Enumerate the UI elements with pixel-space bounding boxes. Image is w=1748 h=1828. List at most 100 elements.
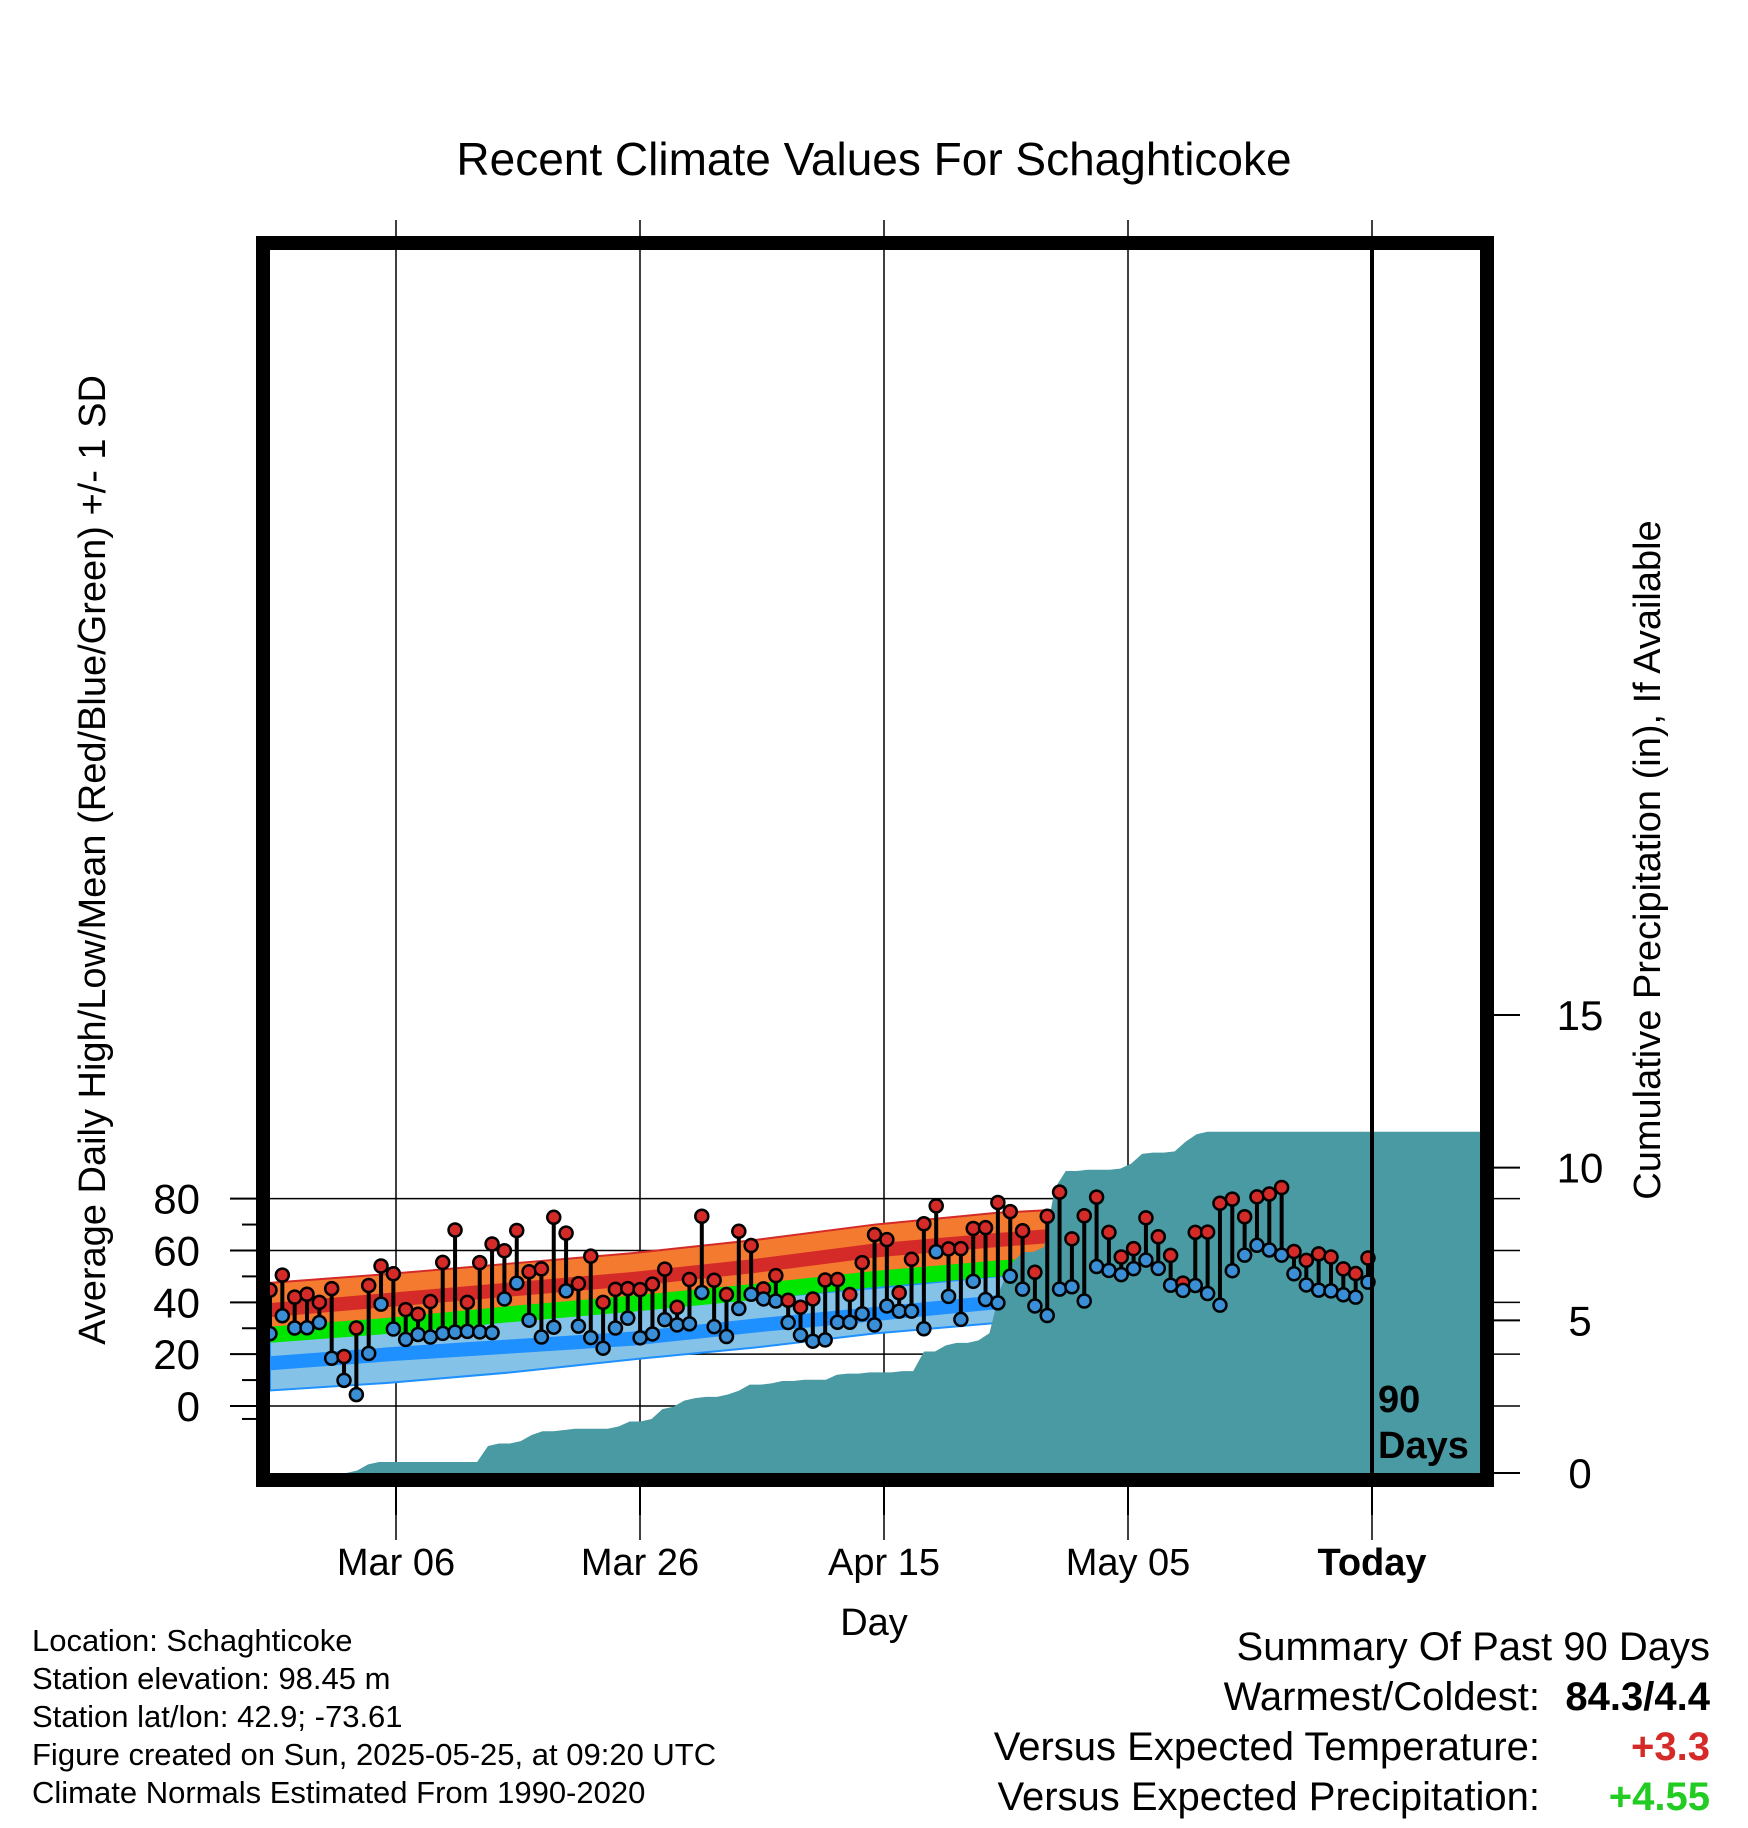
high-point <box>928 1198 944 1214</box>
x-tick-label: Mar 26 <box>581 1542 699 1584</box>
high-point <box>521 1263 537 1280</box>
high-point <box>1310 1246 1327 1262</box>
low-point <box>1051 1281 1068 1297</box>
high-point <box>274 1267 291 1283</box>
high-point <box>397 1301 414 1318</box>
high-point <box>1027 1264 1043 1281</box>
low-point <box>385 1321 402 1337</box>
high-point <box>1323 1249 1339 1265</box>
high-point <box>471 1254 488 1271</box>
y2-tick-label: 15 <box>1557 992 1604 1039</box>
low-point <box>546 1319 562 1335</box>
low-point <box>644 1326 661 1342</box>
high-point <box>1150 1228 1167 1245</box>
temp-value: +3.3 <box>1631 1725 1710 1769</box>
low-point <box>731 1300 747 1317</box>
low-point <box>866 1317 883 1333</box>
high-point <box>940 1241 957 1257</box>
high-point <box>595 1294 611 1311</box>
chart-title: Recent Climate Values For Schaghticoke <box>456 133 1291 185</box>
low-point <box>977 1291 994 1308</box>
low-point <box>336 1372 352 1389</box>
y-tick-label: 80 <box>153 1176 200 1223</box>
station-info: Location: Schaghticoke Station elevation… <box>32 1622 716 1812</box>
low-point <box>410 1326 426 1343</box>
low-point <box>879 1298 895 1314</box>
created-text: Figure created on Sun, 2025-05-25, at 09… <box>32 1737 717 1772</box>
high-point <box>792 1299 809 1315</box>
high-point <box>694 1208 710 1225</box>
high-point <box>1125 1240 1142 1257</box>
high-point <box>286 1289 303 1305</box>
low-point <box>1212 1297 1228 1313</box>
low-point <box>1175 1282 1191 1299</box>
low-point <box>1162 1277 1179 1293</box>
high-point <box>508 1222 525 1239</box>
high-point <box>348 1320 365 1336</box>
high-point <box>323 1280 340 1297</box>
high-point <box>607 1281 624 1298</box>
high-point <box>373 1258 389 1274</box>
high-point <box>1249 1189 1265 1205</box>
low-point <box>1076 1293 1092 1309</box>
low-point <box>854 1305 870 1322</box>
high-point <box>422 1293 439 1310</box>
low-point <box>1125 1260 1142 1277</box>
precip-label: Versus Expected Precipitation: <box>997 1775 1540 1819</box>
location-text: Location: Schaghticoke <box>32 1623 353 1658</box>
high-point <box>546 1209 562 1226</box>
low-point <box>1261 1242 1278 1258</box>
low-point <box>348 1386 365 1403</box>
low-point <box>583 1329 599 1346</box>
low-point <box>508 1275 525 1291</box>
low-point <box>447 1324 463 1340</box>
high-point <box>583 1248 599 1264</box>
high-point <box>1064 1231 1080 1247</box>
summary-precip-row: Versus Expected Precipitation: +4.55 <box>890 1772 1710 1822</box>
low-point <box>323 1350 340 1367</box>
high-point <box>1236 1209 1253 1225</box>
low-point <box>570 1318 587 1334</box>
low-point <box>1199 1285 1216 1302</box>
low-point <box>1323 1283 1339 1299</box>
low-point <box>669 1317 685 1333</box>
low-point <box>620 1310 636 1326</box>
high-point <box>410 1306 426 1322</box>
high-point <box>780 1292 796 1308</box>
high-point <box>657 1261 673 1277</box>
low-point <box>1014 1281 1031 1297</box>
low-point <box>1064 1279 1080 1295</box>
low-point <box>459 1323 476 1340</box>
low-point <box>1249 1237 1265 1254</box>
high-point <box>336 1348 352 1365</box>
low-point <box>891 1303 907 1319</box>
high-point <box>1335 1261 1352 1277</box>
low-point <box>471 1324 488 1340</box>
low-point <box>1286 1266 1302 1282</box>
summary-title: Summary Of Past 90 Days <box>1236 1625 1710 1669</box>
elevation-text: Station elevation: 98.45 m <box>32 1661 391 1696</box>
low-point <box>533 1329 550 1345</box>
low-point <box>434 1325 451 1342</box>
high-point <box>1162 1247 1179 1264</box>
low-point <box>360 1345 377 1362</box>
low-point <box>1298 1277 1315 1293</box>
high-point <box>1138 1210 1154 1226</box>
summary-panel: Summary Of Past 90 Days Warmest/Coldest:… <box>890 1622 1710 1822</box>
high-point <box>533 1261 550 1277</box>
low-point <box>681 1316 698 1332</box>
x-tick-label: Apr 15 <box>828 1542 940 1584</box>
low-point <box>755 1291 772 1307</box>
high-point <box>1101 1224 1117 1241</box>
high-point <box>1051 1184 1068 1200</box>
high-point <box>953 1240 969 1257</box>
low-point <box>484 1324 500 1341</box>
high-point <box>644 1276 661 1292</box>
plot-frame <box>256 236 1494 1487</box>
high-point <box>434 1254 451 1271</box>
low-point <box>829 1314 846 1331</box>
low-point <box>990 1295 1006 1311</box>
high-point <box>1224 1191 1241 1207</box>
